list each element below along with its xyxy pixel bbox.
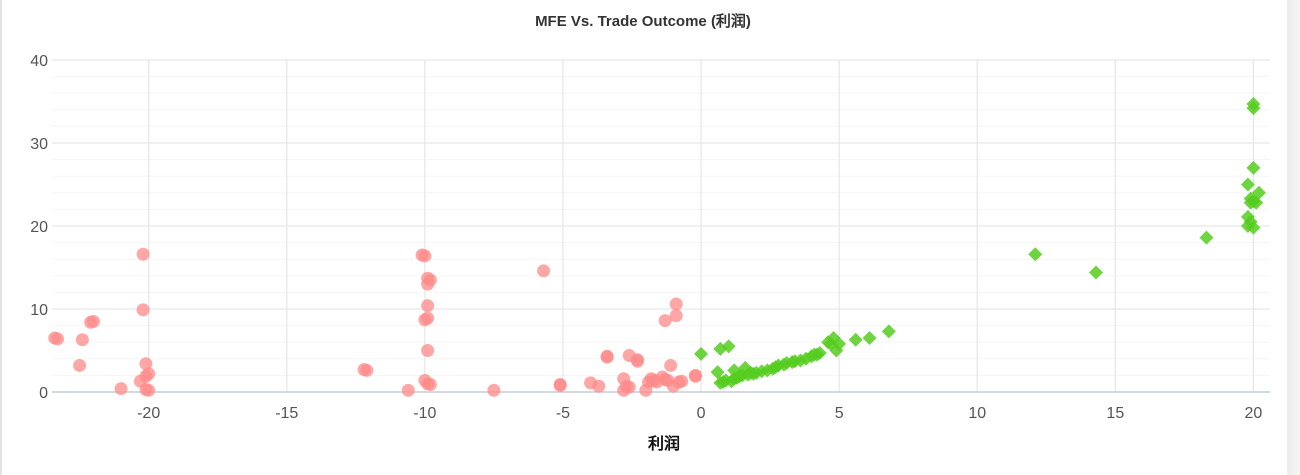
loss-point [421,277,435,291]
loss-point [669,309,683,323]
x-tick-label: -5 [556,405,570,422]
loss-point [553,378,567,392]
x-tick-label: -10 [413,405,436,422]
loss-point [421,311,435,325]
loss-point [631,354,645,368]
win-point [1246,220,1261,235]
x-tick-label: 5 [835,405,844,422]
loss-point [360,363,374,377]
win-point [848,332,863,347]
x-tick-label: 0 [697,405,706,422]
win-point [1028,247,1043,262]
y-tick-label: 10 [30,302,48,319]
data-points [48,96,1266,397]
loss-point [617,383,631,397]
loss-point [669,297,683,311]
loss-point [664,358,678,372]
loss-point [689,368,703,382]
loss-point [642,375,656,389]
y-tick-label: 20 [30,219,48,236]
loss-point [421,344,435,357]
win-point [862,331,877,346]
win-point [1251,185,1266,200]
x-tick-label: 10 [968,405,986,422]
win-point [1089,265,1103,280]
loss-point [537,264,551,278]
x-tick-label: -20 [137,405,160,422]
win-point [881,324,896,339]
loss-point [423,378,437,392]
axes: 0 10 20 30 40 -20 -15 -10 -5 0 5 10 15 20 [30,53,1270,422]
loss-point [139,357,153,371]
loss-point [114,382,128,396]
loss-point [136,303,150,317]
win-point [832,336,847,351]
y-tick-label: 0 [39,385,48,402]
loss-point [75,333,89,347]
y-tick-label: 40 [30,53,48,70]
loss-point [592,379,606,393]
win-point [1199,230,1214,245]
loss-point [142,383,156,397]
win-point [1240,177,1255,192]
chart-title: MFE Vs. Trade Outcome (利润) [535,12,751,30]
loss-point [86,314,100,328]
loss-point [401,383,415,397]
x-tick-label: 20 [1245,405,1263,422]
left-border [0,0,2,475]
loss-point [675,374,689,388]
loss-point [600,350,614,364]
win-point [721,339,736,354]
grid [52,59,1270,392]
loss-point [658,314,672,328]
loss-point [421,299,435,313]
loss-point [487,383,501,397]
x-tick-label: -15 [275,405,298,422]
loss-point [136,247,150,261]
x-axis-title: 利润 [648,434,680,453]
y-tick-label: 30 [30,136,48,153]
scrollbar-gutter [1287,0,1300,475]
loss-point [51,332,65,346]
win-point [1246,160,1261,175]
win-point [710,365,725,380]
win-point [1246,96,1261,111]
win-point [1249,195,1264,210]
loss-point [73,358,87,372]
x-tick-label: 15 [1106,405,1124,422]
win-point [694,346,709,361]
loss-point [418,249,432,263]
win-point [812,345,827,360]
